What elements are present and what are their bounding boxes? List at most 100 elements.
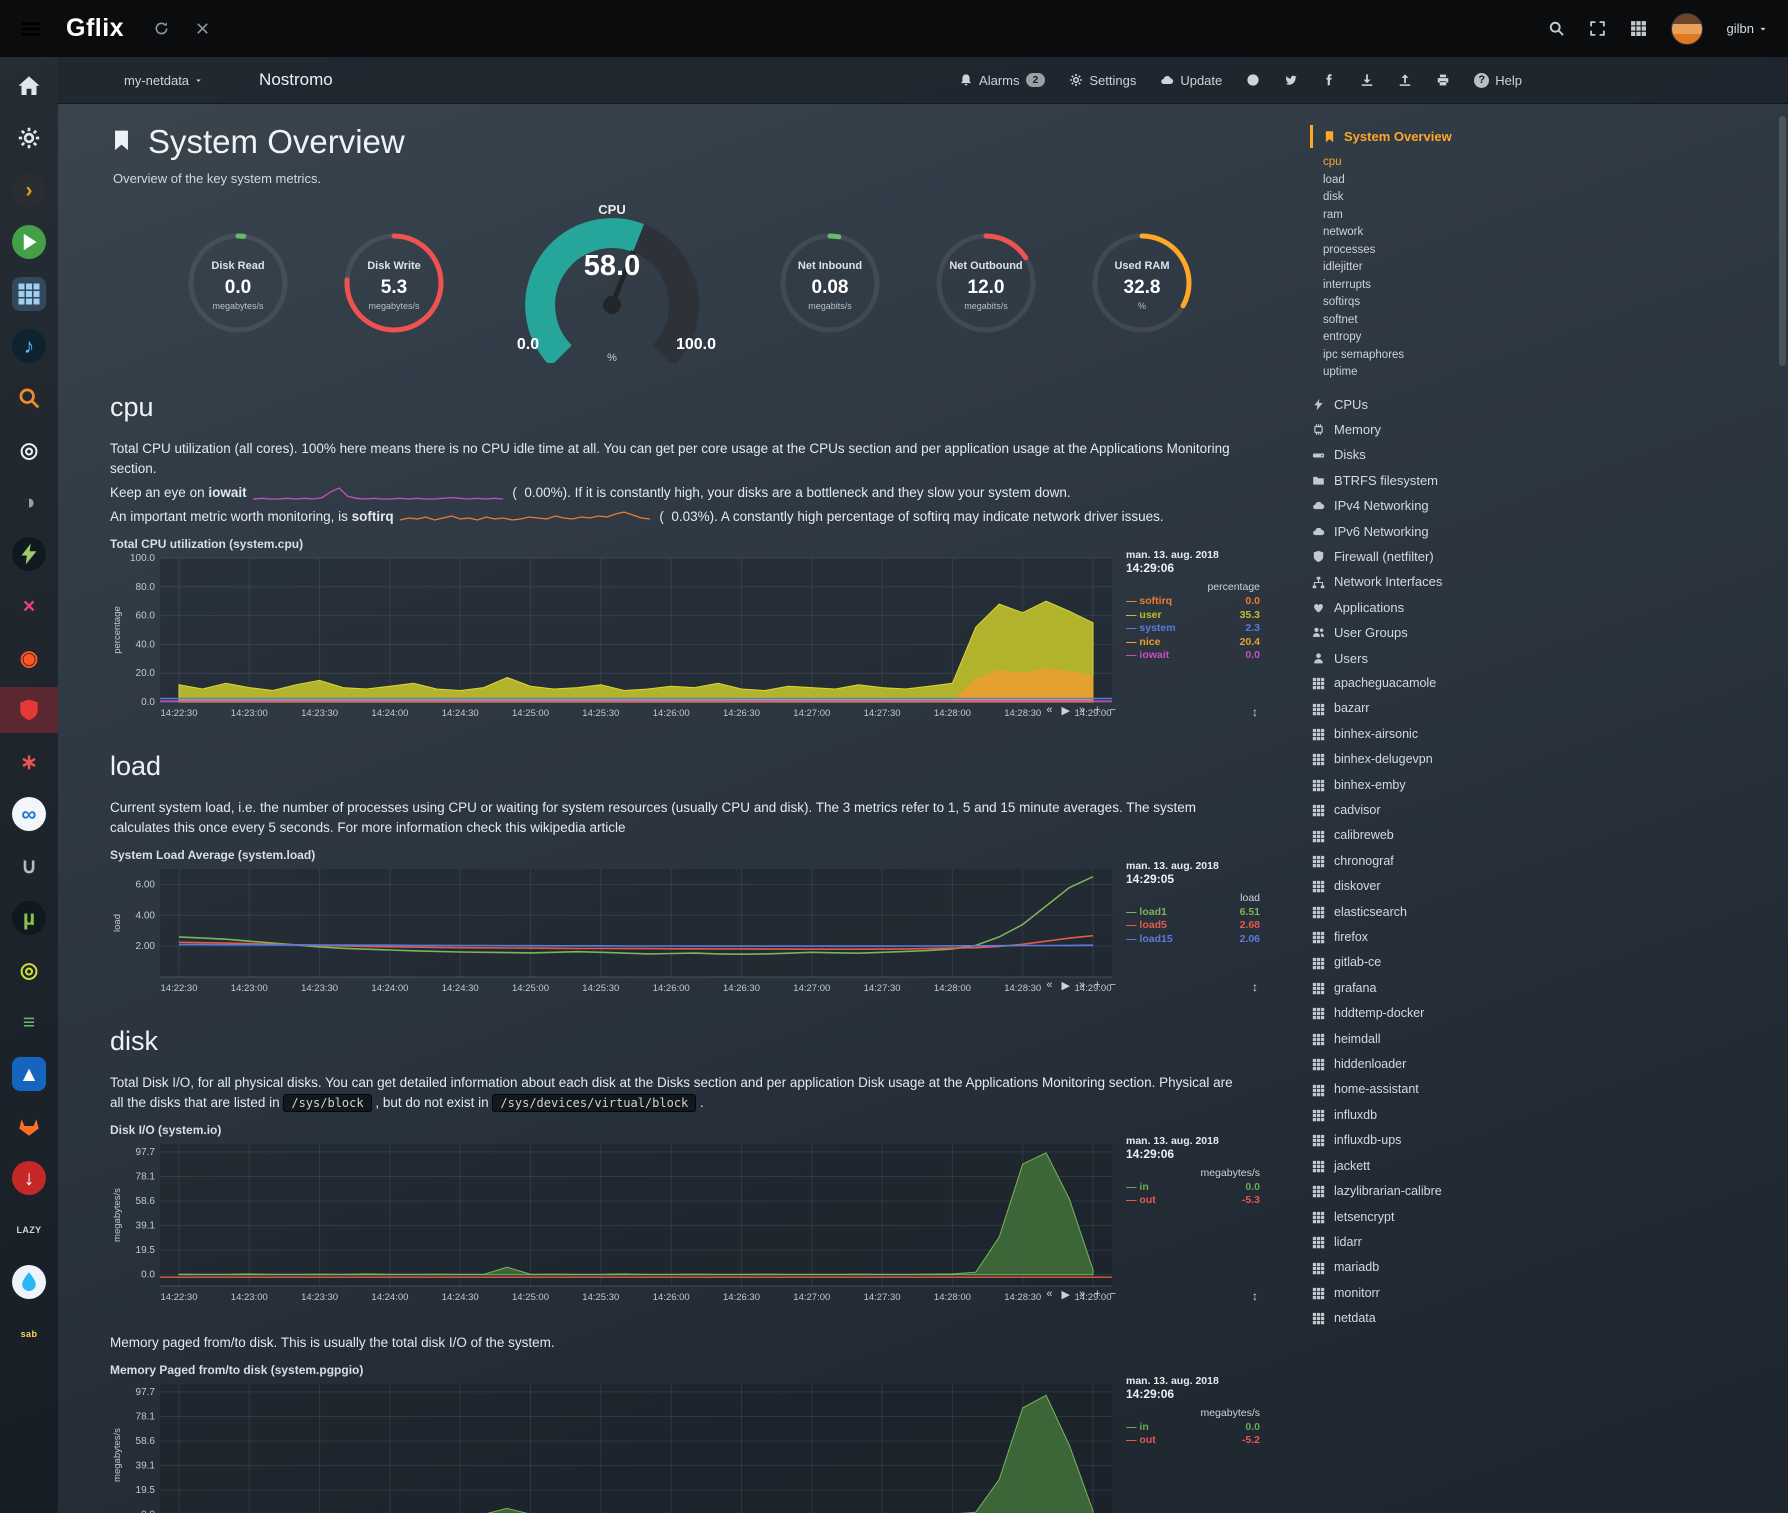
legend-in[interactable]: — in 0.0	[1126, 1420, 1260, 1433]
menu-users[interactable]: Users	[1310, 646, 1550, 671]
menu-app-mariadb[interactable]: mariadb	[1310, 1255, 1550, 1280]
menu-app-heimdall[interactable]: heimdall	[1310, 1027, 1550, 1052]
chart-toolbar[interactable]: « ▶ » + −	[1046, 1288, 1116, 1301]
menu-disks[interactable]: Disks	[1310, 442, 1550, 467]
menu-app-bazarr[interactable]: bazarr	[1310, 696, 1550, 721]
gauge-disk-read[interactable]: Disk Read 0.0 megabytes/s	[180, 225, 296, 346]
menu-sub-processes[interactable]: processes	[1323, 243, 1376, 256]
sidebar-app-emby[interactable]	[0, 219, 58, 265]
apps-grid-icon[interactable]	[1630, 20, 1647, 37]
menu-app-grafana[interactable]: grafana	[1310, 976, 1550, 1001]
host-dropdown[interactable]: my-netdata	[124, 73, 203, 88]
settings-button[interactable]: Settings	[1069, 73, 1136, 88]
menu-sub-idlejitter[interactable]: idlejitter	[1323, 261, 1363, 273]
search-icon[interactable]	[1548, 20, 1565, 37]
sidebar-app-portainer[interactable]: ▲	[0, 1051, 58, 1097]
menu-firewall-netfilter[interactable]: Firewall (netfilter)	[1310, 544, 1550, 569]
sidebar-app-cluster-app[interactable]: ∗	[0, 739, 58, 785]
menu-sub-cpu[interactable]: cpu	[1323, 156, 1342, 168]
menu-cpus[interactable]: CPUs	[1310, 392, 1550, 417]
export-icon[interactable]	[1398, 73, 1412, 87]
legend-load5[interactable]: — load5 2.68	[1126, 919, 1260, 932]
chart-resize-handle[interactable]: ↕	[1252, 979, 1258, 994]
menu-sub-ram[interactable]: ram	[1323, 208, 1343, 221]
menu-sub-entropy[interactable]: entropy	[1323, 331, 1362, 343]
menu-sub-uptime[interactable]: uptime	[1323, 366, 1358, 378]
menu-app-elasticsearch[interactable]: elasticsearch	[1310, 900, 1550, 925]
gauge-used-ram[interactable]: Used RAM 32.8 %	[1084, 225, 1200, 346]
legend-load1[interactable]: — load1 6.51	[1126, 905, 1260, 918]
menu-ipv6-networking[interactable]: IPv6 Networking	[1310, 519, 1550, 544]
sidebar-app-flash[interactable]	[0, 531, 58, 577]
sidebar-app-shield-app[interactable]	[0, 687, 58, 733]
menu-user-groups[interactable]: User Groups	[1310, 620, 1550, 645]
hamburger-menu-icon[interactable]	[20, 18, 42, 40]
menu-app-chronograf[interactable]: chronograf	[1310, 849, 1550, 874]
menu-app-calibreweb[interactable]: calibreweb	[1310, 823, 1550, 848]
help-button[interactable]: ? Help	[1474, 72, 1522, 88]
sidebar-app-airsonic[interactable]: ♪	[0, 323, 58, 369]
menu-sub-interrupts[interactable]: interrupts	[1323, 278, 1371, 291]
menu-app-diskover[interactable]: diskover	[1310, 874, 1550, 899]
chart-resize-handle[interactable]: ↕	[1252, 704, 1258, 719]
menu-sub-ipc-semaphores[interactable]: ipc semaphores	[1323, 348, 1405, 361]
chart-toolbar[interactable]: « ▶ » + −	[1046, 979, 1116, 992]
twitter-icon[interactable]	[1284, 73, 1298, 87]
legend-iowait[interactable]: — iowait 0.0	[1126, 649, 1260, 662]
chart-toolbar[interactable]: « ▶ » + −	[1046, 704, 1116, 717]
menu-app-home-assistant[interactable]: home-assistant	[1310, 1077, 1550, 1102]
legend-in[interactable]: — in 0.0	[1126, 1180, 1260, 1193]
menu-sub-network[interactable]: network	[1323, 226, 1364, 238]
legend-out[interactable]: — out -5.2	[1126, 1434, 1260, 1447]
menu-app-lazylibrarian-calibre[interactable]: lazylibrarian-calibre	[1310, 1179, 1550, 1204]
menu-ipv4-networking[interactable]: IPv4 Networking	[1310, 493, 1550, 518]
menu-app-influxdb[interactable]: influxdb	[1310, 1103, 1550, 1128]
menu-app-apacheguacamole[interactable]: apacheguacamole	[1310, 671, 1550, 696]
chart-canvas[interactable]: megabytes/s97.778.158.639.119.50.014:22:…	[110, 1378, 1118, 1513]
menu-app-jackett[interactable]: jackett	[1310, 1154, 1550, 1179]
menu-app-hiddenloader[interactable]: hiddenloader	[1310, 1052, 1550, 1077]
menu-app-letsencrypt[interactable]: letsencrypt	[1310, 1205, 1550, 1230]
menu-app-binhex-airsonic[interactable]: binhex-airsonic	[1310, 722, 1550, 747]
refresh-icon[interactable]	[154, 21, 169, 36]
legend-load15[interactable]: — load15 2.06	[1126, 933, 1260, 946]
sidebar-app-home[interactable]	[0, 63, 58, 109]
sidebar-app-jackett[interactable]	[0, 375, 58, 421]
sidebar-app-round-app[interactable]: ◑	[0, 479, 58, 525]
menu-app-firefox[interactable]: firefox	[1310, 925, 1550, 950]
menu-applications[interactable]: Applications	[1310, 595, 1550, 620]
menu-app-gitlab-ce[interactable]: gitlab-ce	[1310, 950, 1550, 975]
menu-app-hddtemp-docker[interactable]: hddtemp-docker	[1310, 1001, 1550, 1026]
gauge-net-outbound[interactable]: Net Outbound 12.0 megabits/s	[928, 225, 1044, 346]
github-icon[interactable]	[1246, 73, 1260, 87]
gauge-disk-write[interactable]: Disk Write 5.3 megabytes/s	[336, 225, 452, 346]
legend-system[interactable]: — system 2.3	[1126, 622, 1260, 635]
sidebar-app-nextcloud[interactable]: ∞	[0, 791, 58, 837]
chart-resize-handle[interactable]: ↕	[1252, 1288, 1258, 1303]
sidebar-app-rings2[interactable]: ◎	[0, 947, 58, 993]
sidebar-app-cross-app[interactable]: ×	[0, 583, 58, 629]
sidebar-app-gitlab[interactable]	[0, 1103, 58, 1149]
update-button[interactable]: Update	[1160, 73, 1222, 88]
menu-network-interfaces[interactable]: Network Interfaces	[1310, 569, 1550, 594]
chart-canvas[interactable]: percentage 100.0 80.0 60.0 40.0 20.0 0.0 14:22:…	[110, 552, 1118, 722]
avatar[interactable]	[1670, 12, 1703, 45]
gauge-cpu[interactable]: CPU 58.0 0.0 100.0 %	[492, 202, 732, 368]
menu-sub-softnet[interactable]: softnet	[1323, 313, 1358, 326]
menu-memory[interactable]: Memory	[1310, 417, 1550, 442]
menu-sub-disk[interactable]: disk	[1323, 191, 1344, 203]
sidebar-app-bars-app[interactable]: ≡	[0, 999, 58, 1045]
fullscreen-icon[interactable]	[1589, 20, 1606, 37]
menu-sub-softirqs[interactable]: softirqs	[1323, 296, 1361, 308]
sidebar-app-docker[interactable]	[0, 271, 58, 317]
sidebar-app-ring-app[interactable]: ◎	[0, 427, 58, 473]
sidebar-app-horseshoe[interactable]: ∪	[0, 843, 58, 889]
sidebar-app-droplet-app[interactable]	[0, 1259, 58, 1305]
sidebar-app-settings[interactable]	[0, 115, 58, 161]
menu-system-overview[interactable]: System Overview	[1310, 125, 1550, 148]
menu-app-lidarr[interactable]: lidarr	[1310, 1230, 1550, 1255]
menu-btrfs-filesystem[interactable]: BTRFS filesystem	[1310, 468, 1550, 493]
menu-app-monitorr[interactable]: monitorr	[1310, 1281, 1550, 1306]
menu-app-netdata[interactable]: netdata	[1310, 1306, 1550, 1331]
sidebar-app-down-arrow-app[interactable]: ↓	[0, 1155, 58, 1201]
